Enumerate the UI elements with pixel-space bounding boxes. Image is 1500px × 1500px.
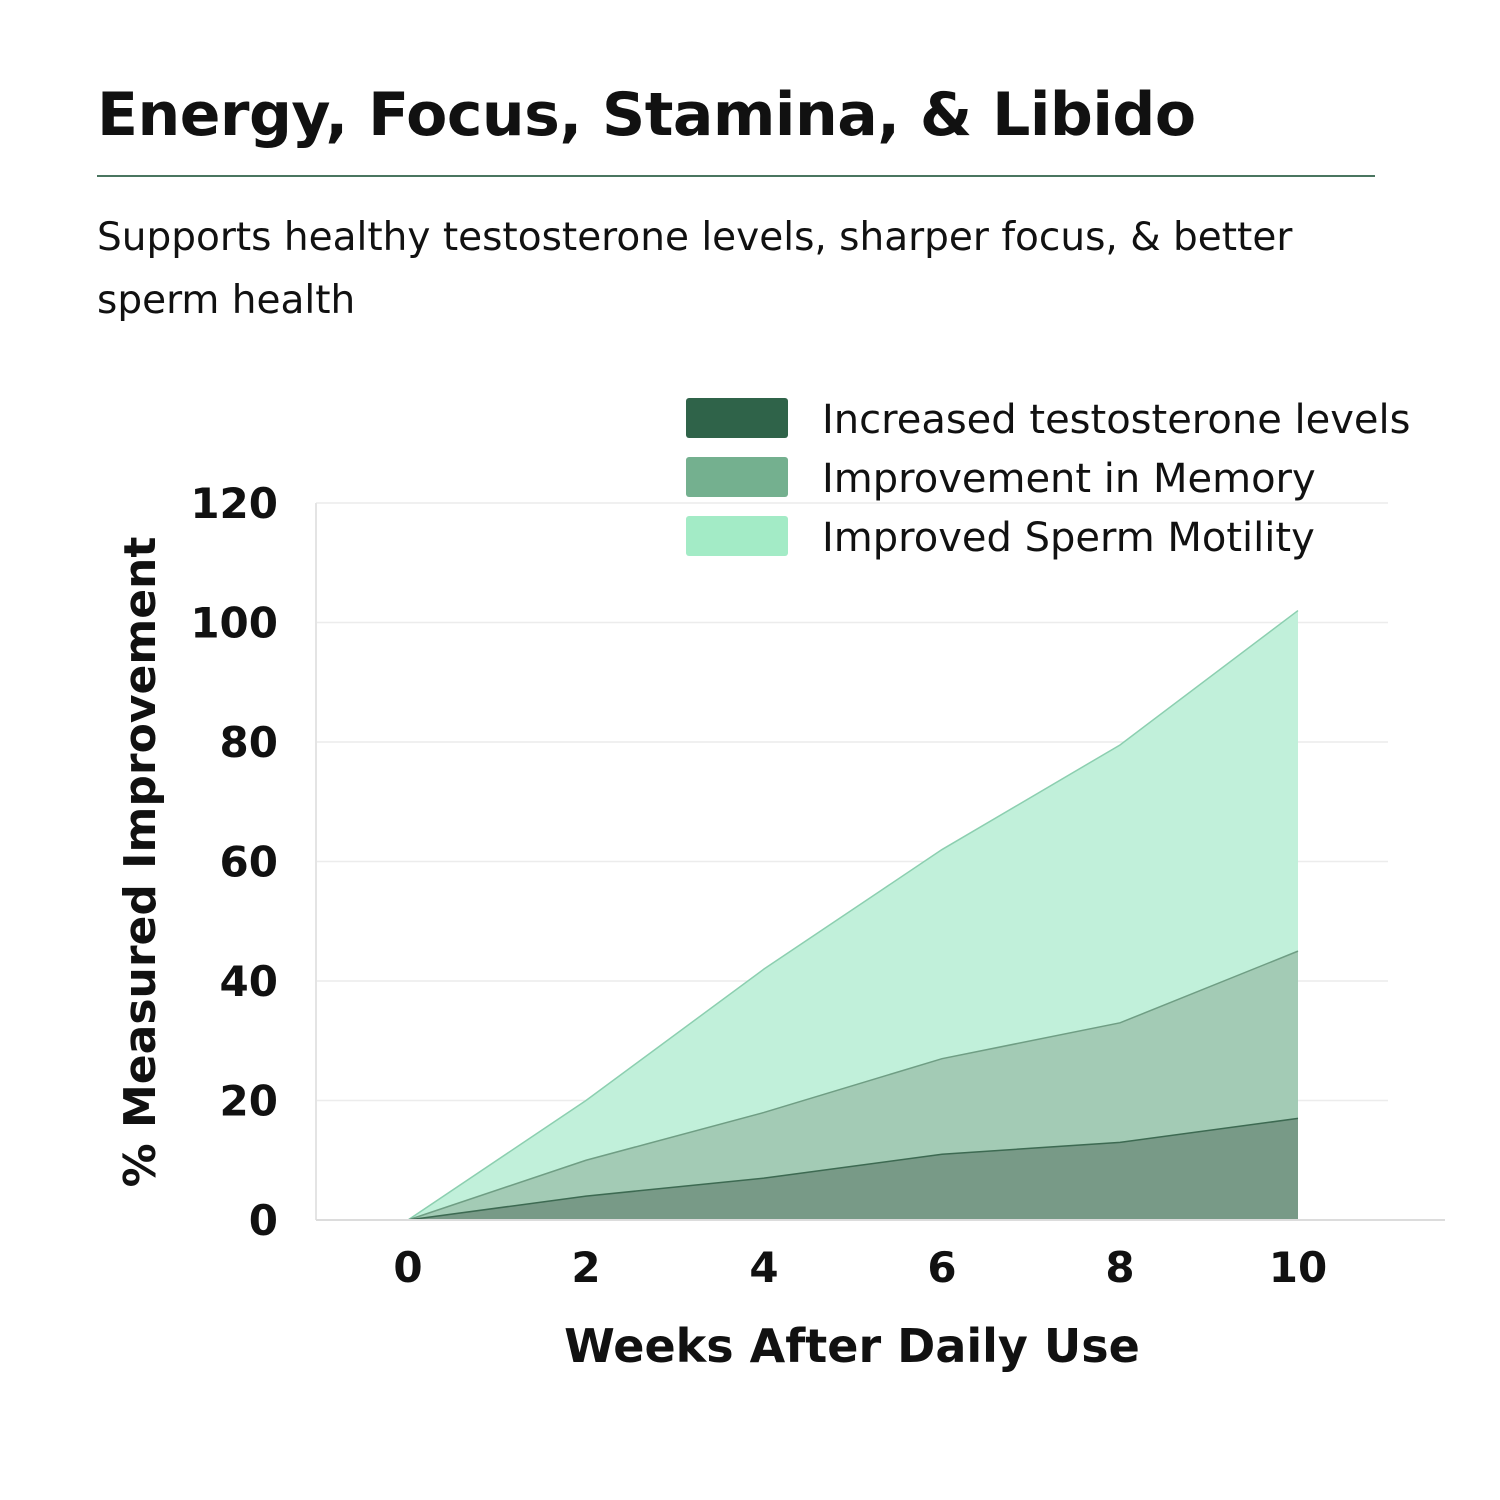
chart-title: Energy, Focus, Stamina, & Libido: [97, 80, 1196, 150]
legend-label: Increased testosterone levels: [822, 397, 1410, 443]
y-tick-label: 80: [220, 718, 278, 767]
series-line-0: [407, 609, 1299, 1221]
y-tick-label: 20: [220, 1077, 278, 1126]
y-tick-label: 100: [190, 599, 278, 648]
legend-swatch: [686, 516, 788, 556]
y-tick-label: 0: [249, 1196, 278, 1245]
y-axis-label: % Measured Improvement: [115, 537, 166, 1188]
x-tick-label: 10: [1269, 1243, 1327, 1292]
y-tick-label: 40: [220, 957, 278, 1006]
x-tick-label: 2: [571, 1243, 600, 1292]
legend-swatch: [686, 457, 788, 497]
x-axis-label: Weeks After Daily Use: [564, 1319, 1140, 1373]
series-line-1: [407, 950, 1299, 1221]
legend-swatch: [686, 398, 788, 438]
series-line-2: [407, 1117, 1299, 1221]
x-tick-label: 4: [749, 1243, 778, 1292]
legend-label: Improvement in Memory: [822, 456, 1316, 502]
x-tick-label: 8: [1105, 1243, 1134, 1292]
y-tick-label: 120: [190, 479, 278, 528]
legend-label: Improved Sperm Motility: [822, 515, 1315, 561]
x-tick-label: 0: [393, 1243, 422, 1292]
chart-subtitle: Supports healthy testosterone levels, sh…: [97, 215, 1293, 323]
area-series-2: [408, 1118, 1298, 1220]
y-tick-label: 60: [220, 838, 278, 887]
x-tick-label: 6: [927, 1243, 956, 1292]
title-divider: [97, 175, 1375, 177]
